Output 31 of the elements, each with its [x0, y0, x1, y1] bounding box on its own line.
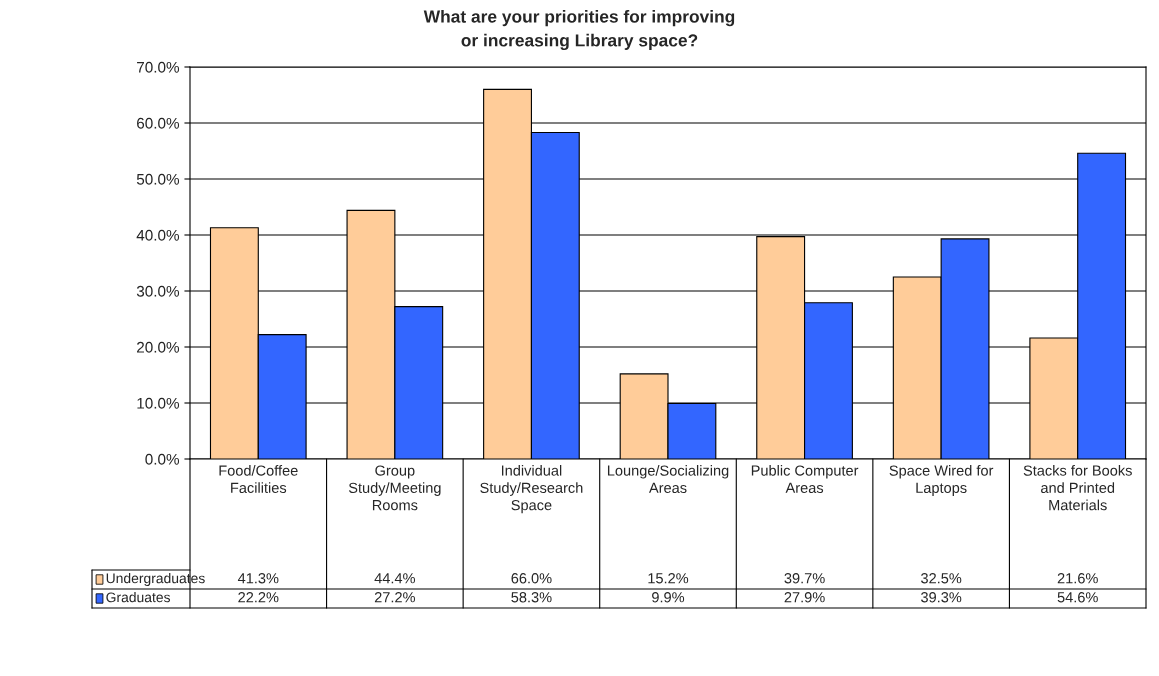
data-label: 66.0% — [511, 573, 552, 584]
legend-label: Graduates — [106, 592, 171, 603]
data-label: 58.3% — [511, 592, 552, 603]
y-tick-label: 60.0% — [137, 117, 180, 129]
data-label: 15.2% — [648, 573, 689, 584]
data-label: 39.3% — [921, 592, 962, 603]
y-tick-label: 70.0% — [137, 61, 180, 73]
x-tick-label: Space Wired for Laptops — [889, 465, 994, 496]
y-tick-label: 30.0% — [136, 285, 180, 297]
x-tick-label: Public Computer Areas — [751, 465, 859, 494]
data-label: 9.9% — [652, 592, 685, 603]
y-tick-label: 40.0% — [136, 229, 180, 241]
data-label: 27.9% — [784, 592, 825, 603]
x-tick-label: Group Study/Meeting Rooms — [348, 465, 441, 511]
y-tick-label: 50.0% — [136, 173, 180, 185]
data-label: 44.4% — [374, 573, 416, 584]
x-tick-label: Lounge/Socializing Areas — [607, 465, 729, 494]
data-label: 39.7% — [784, 573, 825, 584]
x-tick-label: Individual Study/Research Space — [480, 465, 583, 514]
chart-title: What are your priorities for improving or increasing Library space? — [423, 9, 735, 51]
y-tick-label: 10.0% — [137, 397, 180, 409]
x-tick-label: Stacks for Books and Printed Materials — [1023, 465, 1132, 511]
data-label: 41.3% — [237, 573, 279, 584]
data-label: 54.6% — [1057, 592, 1098, 603]
data-label: 22.2% — [238, 592, 279, 603]
data-label: 21.6% — [1057, 573, 1098, 584]
y-tick-label: 20.0% — [137, 341, 180, 353]
y-tick-label: 0.0% — [145, 453, 180, 465]
data-label: 32.5% — [921, 573, 962, 584]
data-label: 27.2% — [374, 592, 416, 603]
x-tick-label: Food/Coffee Facilities — [219, 465, 298, 494]
